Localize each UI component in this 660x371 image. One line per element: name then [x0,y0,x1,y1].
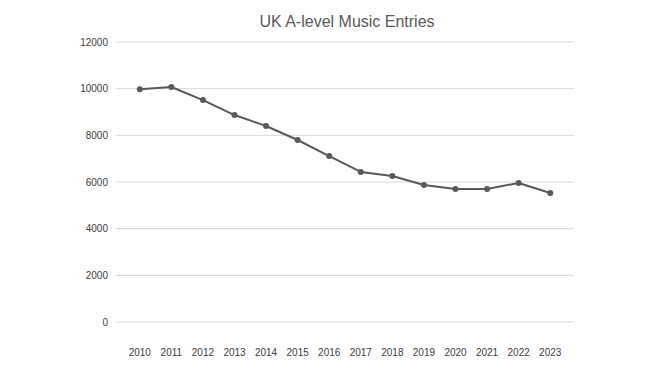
grid-line [116,322,574,323]
data-point [200,97,206,103]
chart-container: UK A-level Music Entries 0 2000 4000 6000 800… [0,0,660,371]
y-tick-label: 2000 [86,270,109,281]
data-point [326,153,332,159]
x-tick-label: 2017 [350,347,373,358]
data-point [295,137,301,143]
data-line [140,87,550,193]
data-point [232,112,238,118]
x-tick-label: 2020 [444,347,467,358]
grid-line [116,228,574,229]
data-point [516,180,522,186]
grid-line [116,275,574,276]
y-tick-label: 4000 [86,223,109,234]
y-tick-label: 8000 [86,130,109,141]
y-tick-label: 6000 [86,177,109,188]
y-tick-label: 0 [102,317,108,328]
x-tick-label: 2016 [318,347,341,358]
grid-line [116,42,574,43]
grid-line [116,182,574,183]
grid-line [116,135,574,136]
data-point [389,173,395,179]
x-tick-label: 2018 [381,347,404,358]
data-point [421,182,427,188]
data-point [263,123,269,129]
x-tick-label: 2022 [508,347,531,358]
x-tick-label: 2010 [129,347,152,358]
y-tick-label: 10000 [80,83,108,94]
data-point [453,186,459,192]
x-tick-label: 2011 [161,347,183,358]
data-point [358,169,364,175]
x-tick-label: 2012 [192,347,215,358]
chart-svg: UK A-level Music Entries 0 2000 4000 6000 800… [0,0,660,371]
y-tick-label: 12000 [80,37,108,48]
x-tick-label: 2015 [287,347,310,358]
data-group [137,84,553,196]
x-tick-label: 2014 [255,347,278,358]
grid-line [116,88,574,89]
x-tick-label: 2021 [476,347,499,358]
x-tick-label: 2013 [223,347,246,358]
data-point [484,186,490,192]
data-point [547,190,553,196]
x-tick-label: 2023 [539,347,562,358]
x-tick-label: 2019 [413,347,436,358]
grid [116,42,574,322]
chart-title: UK A-level Music Entries [259,13,434,30]
data-point [168,84,174,90]
data-point [137,86,143,92]
